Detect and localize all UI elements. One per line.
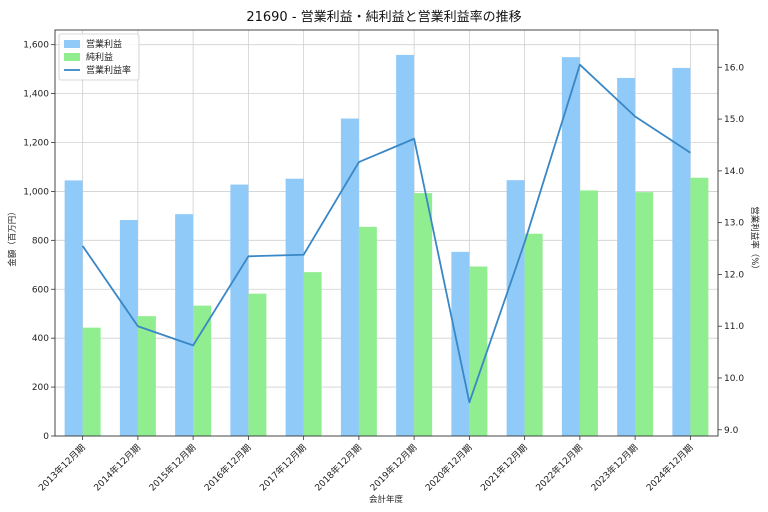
x-tick-label: 2014年12月期	[91, 442, 143, 494]
bar-operating-profit	[340, 118, 359, 436]
x-tick-label: 2017年12月期	[257, 442, 309, 494]
y2-tick-label: 10.0	[724, 374, 744, 384]
bar-operating-profit	[396, 54, 415, 436]
margin-line	[81, 63, 691, 404]
bar-net-profit	[690, 177, 709, 437]
bar-operating-profit	[561, 57, 580, 436]
bar-net-profit	[469, 266, 488, 436]
y2-tick-label: 12.0	[724, 270, 744, 280]
y-tick-label: 0	[43, 432, 49, 442]
bar-operating-profit	[617, 77, 636, 436]
bar-net-profit	[358, 226, 377, 436]
y2-axis-label: 営業利益率（%）	[749, 206, 760, 274]
y2-tick-label: 16.0	[724, 63, 744, 73]
legend-swatch	[64, 40, 80, 48]
x-tick-label: 2013年12月期	[36, 442, 88, 494]
bar-net-profit	[579, 190, 598, 436]
y2-tick-label: 15.0	[724, 115, 744, 125]
x-tick-label: 2019年12月期	[367, 442, 419, 494]
bars	[64, 54, 709, 437]
bar-net-profit	[82, 327, 101, 436]
y-tick-label: 1,000	[23, 187, 49, 197]
bar-net-profit	[137, 316, 156, 436]
x-tick-label: 2018年12月期	[312, 442, 364, 494]
x-tick-label: 2015年12月期	[146, 442, 198, 494]
line-operating-margin	[81, 63, 691, 404]
x-tick-label: 2020年12月期	[423, 442, 475, 494]
axes	[54, 29, 719, 437]
y-tick-label: 200	[32, 383, 49, 393]
x-tick-label: 2022年12月期	[533, 442, 585, 494]
bar-operating-profit	[230, 184, 249, 436]
y-tick-label: 800	[32, 236, 49, 246]
legend-label: 純利益	[86, 51, 113, 63]
x-tick-label: 2023年12月期	[588, 442, 640, 494]
bar-net-profit	[248, 293, 267, 436]
x-tick-label: 2024年12月期	[644, 442, 696, 494]
bar-net-profit	[193, 305, 212, 436]
legend-label: 営業利益	[86, 38, 122, 50]
y-tick-label: 1,400	[23, 90, 49, 100]
y2-tick-label: 9.0	[724, 426, 739, 436]
y-tick-label: 600	[32, 285, 49, 295]
y-axis-left: 0 200 400 600 800 1,000 1,200 1,400 1,600	[23, 41, 55, 442]
y2-tick-label: 11.0	[724, 322, 744, 332]
bar-operating-profit	[672, 67, 691, 436]
bar-operating-profit	[64, 180, 83, 436]
y2-tick-label: 14.0	[724, 167, 744, 177]
y-axis-label: 金額（百万円）	[7, 207, 18, 267]
bar-net-profit	[524, 233, 543, 436]
bar-net-profit	[303, 272, 322, 436]
bar-operating-profit	[506, 180, 525, 436]
bar-operating-profit	[451, 251, 470, 436]
bar-operating-profit	[175, 214, 194, 436]
y-tick-label: 1,600	[23, 41, 49, 51]
x-axis: 2013年12月期 2014年12月期 2015年12月期 2016年12月期 2017…	[36, 436, 696, 494]
y-axis-right: 9.0 10.0 11.0 12.0 13.0 14.0 15.0 16.0	[718, 63, 744, 436]
y2-tick-label: 13.0	[724, 219, 744, 229]
y-tick-label: 1,200	[23, 139, 49, 149]
bar-operating-profit	[285, 178, 304, 436]
x-tick-label: 2021年12月期	[478, 442, 530, 494]
bar-net-profit	[414, 193, 433, 436]
legend-swatch	[64, 53, 80, 61]
chart-title: 21690 - 営業利益・純利益と営業利益率の推移	[246, 9, 521, 25]
y-tick-label: 400	[32, 334, 49, 344]
x-tick-label: 2016年12月期	[202, 442, 254, 494]
x-axis-label: 会計年度	[369, 494, 404, 505]
bar-operating-profit	[119, 220, 138, 436]
legend-label: 営業利益率	[86, 64, 131, 76]
bar-net-profit	[635, 192, 654, 436]
plot-frame	[54, 29, 719, 437]
